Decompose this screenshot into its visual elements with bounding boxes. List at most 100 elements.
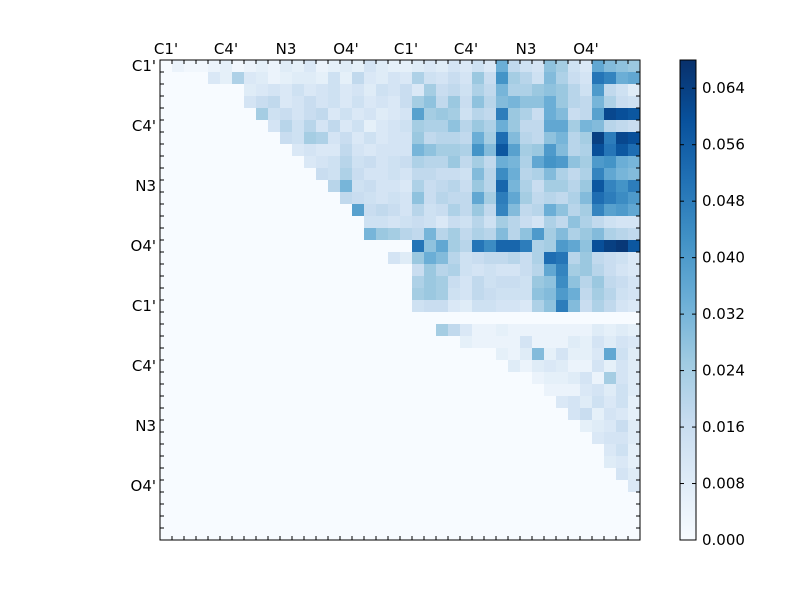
heatmap-cell	[256, 72, 269, 85]
heatmap-cell	[472, 276, 485, 289]
heatmap-cell	[544, 156, 557, 169]
heatmap-cell	[508, 396, 521, 409]
heatmap-cell	[628, 240, 641, 253]
heatmap-cell	[400, 384, 413, 397]
heatmap-cell	[388, 180, 401, 193]
heatmap-cell	[292, 432, 305, 445]
heatmap-cell	[544, 324, 557, 337]
heatmap-cell	[268, 312, 281, 325]
heatmap-cell	[388, 120, 401, 133]
heatmap-cell	[448, 204, 461, 217]
heatmap-cell	[496, 432, 509, 445]
heatmap-cell	[184, 168, 197, 181]
heatmap-cell	[508, 72, 521, 85]
heatmap-cell	[268, 276, 281, 289]
heatmap-cell	[616, 432, 629, 445]
heatmap-cell	[508, 216, 521, 229]
heatmap-cell	[424, 324, 437, 337]
heatmap-cell	[520, 288, 533, 301]
heatmap-cell	[292, 516, 305, 529]
heatmap-cell	[568, 408, 581, 421]
heatmap-cell	[544, 456, 557, 469]
heatmap-cell	[172, 300, 185, 313]
heatmap-cell	[460, 252, 473, 265]
heatmap-cell	[292, 360, 305, 373]
heatmap-cell	[352, 516, 365, 529]
heatmap-cell	[316, 228, 329, 241]
heatmap-cell	[280, 300, 293, 313]
heatmap-cell	[352, 384, 365, 397]
heatmap-cell	[376, 348, 389, 361]
y-axis-ticks	[160, 59, 640, 541]
heatmap-cell	[520, 444, 533, 457]
heatmap-cell	[304, 528, 317, 541]
heatmap-cell	[484, 408, 497, 421]
heatmap-cell	[448, 240, 461, 253]
heatmap-cell	[304, 468, 317, 481]
heatmap-cell	[292, 408, 305, 421]
heatmap-cell	[616, 408, 629, 421]
heatmap-cell	[496, 360, 509, 373]
heatmap-cell	[544, 492, 557, 505]
heatmap-cell	[508, 156, 521, 169]
heatmap-cell	[280, 468, 293, 481]
heatmap-cell	[340, 156, 353, 169]
heatmap-cell	[388, 492, 401, 505]
heatmap-cell	[160, 372, 173, 385]
heatmap-cell	[448, 144, 461, 157]
heatmap-cell	[616, 468, 629, 481]
heatmap-cell	[580, 120, 593, 133]
heatmap-cell	[376, 108, 389, 121]
heatmap-cell	[568, 468, 581, 481]
heatmap-cell	[232, 84, 245, 97]
heatmap-cell	[340, 168, 353, 181]
heatmap-cell	[280, 480, 293, 493]
heatmap-cell	[628, 264, 641, 277]
heatmap-cell	[616, 180, 629, 193]
heatmap-cell	[172, 192, 185, 205]
heatmap-cell	[508, 528, 521, 541]
heatmap-cell	[352, 252, 365, 265]
heatmap-cell	[244, 180, 257, 193]
heatmap-cell	[340, 240, 353, 253]
heatmap-cell	[304, 288, 317, 301]
heatmap-cell	[280, 492, 293, 505]
heatmap-cell	[616, 492, 629, 505]
heatmap-cell	[400, 252, 413, 265]
heatmap-cell	[220, 288, 233, 301]
heatmap-cell	[412, 156, 425, 169]
heatmap-cell	[208, 348, 221, 361]
heatmap-cell	[448, 504, 461, 517]
heatmap-cell	[208, 372, 221, 385]
heatmap-cell	[304, 276, 317, 289]
heatmap-cell	[508, 252, 521, 265]
heatmap-cell	[520, 108, 533, 121]
heatmap-cell	[568, 360, 581, 373]
heatmap-cell	[172, 444, 185, 457]
heatmap-cell	[460, 168, 473, 181]
heatmap-cell	[424, 444, 437, 457]
heatmap-cell	[520, 84, 533, 97]
heatmap-cell	[400, 264, 413, 277]
heatmap-cell	[508, 504, 521, 517]
heatmap-cell	[220, 240, 233, 253]
heatmap-cell	[232, 384, 245, 397]
heatmap-cell	[628, 384, 641, 397]
heatmap-cell	[244, 192, 257, 205]
heatmap-cell	[424, 84, 437, 97]
heatmap-cell	[472, 72, 485, 85]
heatmap-cell	[460, 84, 473, 97]
heatmap-cell	[412, 204, 425, 217]
heatmap-cell	[532, 228, 545, 241]
heatmap-cell	[580, 216, 593, 229]
heatmap-cell	[568, 480, 581, 493]
heatmap-cell	[388, 228, 401, 241]
heatmap-cell	[352, 456, 365, 469]
heatmap-cell	[208, 216, 221, 229]
heatmap-cell	[580, 108, 593, 121]
heatmap-cell	[568, 276, 581, 289]
heatmap-cell	[412, 120, 425, 133]
heatmap-cell	[292, 372, 305, 385]
heatmap-cell	[328, 468, 341, 481]
heatmap-cell	[616, 252, 629, 265]
